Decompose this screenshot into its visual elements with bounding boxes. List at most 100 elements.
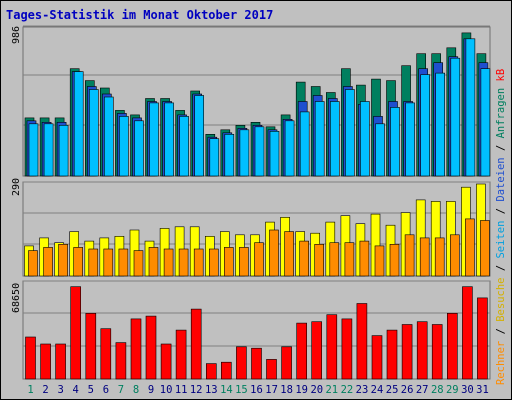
bar-rechner-day-6 bbox=[103, 248, 114, 277]
x-tick-label: 3 bbox=[58, 384, 64, 396]
chart-title: Tages-Statistik im Monat Oktober 2017 bbox=[6, 8, 274, 22]
bar-seiten-day-10 bbox=[164, 102, 174, 177]
x-tick-label: 17 bbox=[265, 384, 278, 396]
bar-seiten-day-30 bbox=[465, 38, 476, 177]
bar-kb-day-28 bbox=[431, 324, 443, 380]
x-tick-label: 30 bbox=[461, 384, 474, 396]
bar-seiten-day-6 bbox=[104, 96, 114, 177]
x-tick-label: 29 bbox=[446, 384, 459, 396]
bar-seiten-day-14 bbox=[224, 134, 235, 177]
bar-rechner-day-3 bbox=[58, 244, 68, 277]
bar-seiten-day-29 bbox=[450, 57, 461, 177]
x-tick-label: 8 bbox=[133, 384, 139, 396]
bar-rechner-day-8 bbox=[133, 250, 144, 277]
bar-rechner-day-31 bbox=[480, 220, 490, 277]
bar-kb-day-24 bbox=[371, 335, 383, 380]
bar-kb-day-11 bbox=[175, 329, 187, 380]
bar-seiten-day-28 bbox=[435, 72, 446, 177]
bar-rechner-day-21 bbox=[329, 242, 340, 277]
bar-rechner-day-5 bbox=[88, 248, 99, 277]
bar-seiten-day-3 bbox=[58, 125, 69, 177]
bar-rechner-day-17 bbox=[269, 229, 279, 277]
bar-kb-day-5 bbox=[85, 312, 97, 380]
bar-kb-day-2 bbox=[40, 343, 51, 380]
bar-seiten-day-12 bbox=[194, 95, 204, 177]
bar-kb-day-21 bbox=[326, 314, 338, 380]
bar-kb-day-22 bbox=[341, 318, 353, 380]
bar-kb-day-14 bbox=[221, 361, 232, 380]
bar-rechner-day-30 bbox=[465, 218, 475, 277]
bar-kb-day-8 bbox=[130, 318, 142, 380]
bar-rechner-day-10 bbox=[163, 248, 174, 277]
bar-seiten-day-26 bbox=[405, 102, 415, 177]
x-tick-label: 7 bbox=[118, 384, 124, 396]
bar-seiten-day-13 bbox=[209, 138, 220, 177]
bar-seiten-day-22 bbox=[345, 89, 355, 177]
bar-seiten-day-2 bbox=[43, 123, 54, 177]
bar-rechner-day-16 bbox=[254, 242, 264, 277]
x-tick-label: 16 bbox=[250, 384, 263, 396]
bar-rechner-day-1 bbox=[28, 250, 38, 277]
bar-seiten-day-27 bbox=[420, 74, 431, 177]
bar-seiten-day-21 bbox=[329, 101, 340, 177]
bar-kb-day-25 bbox=[386, 329, 398, 380]
bar-rechner-day-11 bbox=[178, 248, 189, 277]
bar-seiten-day-31 bbox=[480, 68, 491, 177]
bar-kb-day-9 bbox=[145, 315, 157, 380]
bar-rechner-day-19 bbox=[299, 240, 310, 277]
bar-kb-day-16 bbox=[251, 347, 262, 380]
bar-rechner-day-28 bbox=[434, 237, 445, 277]
x-tick-label: 11 bbox=[175, 384, 188, 396]
bar-rechner-day-15 bbox=[239, 247, 249, 277]
bar-seiten-day-9 bbox=[149, 102, 159, 177]
bar-seiten-day-16 bbox=[254, 126, 265, 177]
x-tick-label: 20 bbox=[310, 384, 323, 396]
x-tick-label: 22 bbox=[341, 384, 354, 396]
bar-rechner-day-2 bbox=[43, 247, 53, 277]
bar-kb-day-20 bbox=[311, 321, 323, 380]
bar-kb-day-12 bbox=[190, 308, 202, 380]
bar-seiten-day-19 bbox=[299, 111, 310, 177]
bar-kb-day-3 bbox=[55, 343, 66, 380]
bar-rechner-day-18 bbox=[284, 231, 294, 277]
x-tick-label: 19 bbox=[295, 384, 308, 396]
bar-seiten-day-23 bbox=[360, 101, 370, 177]
bar-rechner-day-26 bbox=[404, 234, 415, 277]
bar-kb-day-17 bbox=[266, 359, 277, 380]
bar-kb-day-4 bbox=[70, 286, 81, 380]
x-tick-label: 5 bbox=[88, 384, 94, 396]
x-tick-label: 10 bbox=[160, 384, 173, 396]
x-tick-label: 2 bbox=[42, 384, 48, 396]
bar-kb-day-6 bbox=[100, 328, 112, 380]
bar-kb-day-31 bbox=[477, 297, 488, 380]
x-tick-label: 21 bbox=[325, 384, 338, 396]
x-tick-label: 1 bbox=[27, 384, 33, 396]
bar-rechner-day-23 bbox=[359, 240, 370, 277]
x-tick-label: 28 bbox=[431, 384, 444, 396]
x-tick-label: 26 bbox=[401, 384, 414, 396]
x-tick-label: 23 bbox=[356, 384, 369, 396]
bar-rechner-day-29 bbox=[449, 234, 460, 277]
bar-seiten-day-4 bbox=[73, 71, 84, 177]
bar-kb-day-19 bbox=[296, 322, 308, 380]
bar-seiten-day-8 bbox=[134, 120, 144, 177]
x-tick-label: 15 bbox=[235, 384, 248, 396]
x-tick-label: 6 bbox=[103, 384, 109, 396]
x-tick-label: 4 bbox=[73, 384, 79, 396]
bar-rechner-day-7 bbox=[118, 248, 129, 277]
bar-rechner-day-13 bbox=[209, 248, 219, 277]
x-tick-label: 27 bbox=[416, 384, 429, 396]
bar-kb-day-18 bbox=[281, 346, 292, 380]
x-tick-label: 24 bbox=[371, 384, 384, 396]
bar-kb-day-29 bbox=[446, 312, 458, 380]
x-tick-label: 25 bbox=[386, 384, 399, 396]
bar-seiten-day-1 bbox=[28, 123, 39, 177]
bar-seiten-day-20 bbox=[314, 101, 325, 177]
bar-kb-day-15 bbox=[236, 346, 247, 380]
bar-rechner-day-27 bbox=[419, 237, 430, 277]
bar-seiten-day-18 bbox=[284, 120, 295, 177]
bar-seiten-day-7 bbox=[119, 116, 129, 177]
bar-rechner-day-22 bbox=[344, 242, 355, 277]
bar-kb-day-10 bbox=[160, 343, 172, 380]
x-tick-label: 12 bbox=[190, 384, 203, 396]
